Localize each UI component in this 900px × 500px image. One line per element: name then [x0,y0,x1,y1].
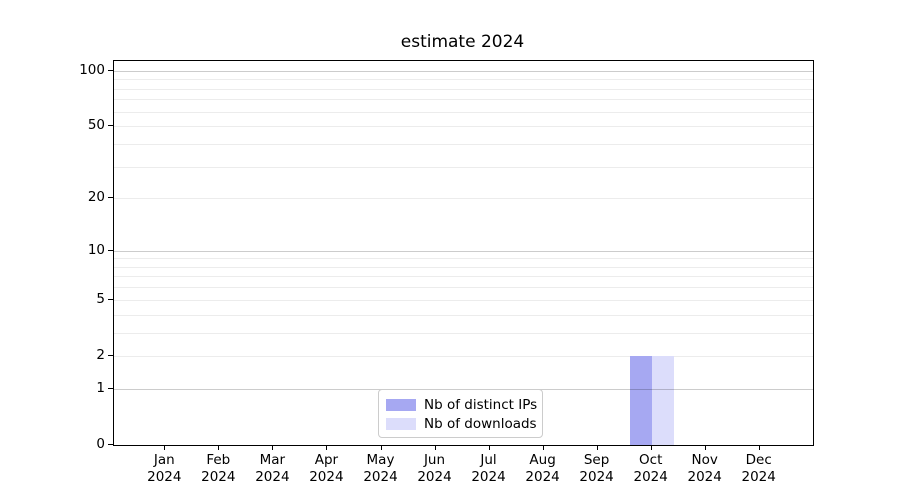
x-tick-month: Apr [314,452,339,468]
y-tick-mark-100 [108,69,113,71]
bar-nb-of-downloads-oct-2024 [651,355,674,445]
x-tick-year: 2024 [525,469,560,485]
y-tick-label-100: 100 [79,61,105,78]
minor-gridline-4 [114,314,813,316]
x-tick-month: May [366,452,395,468]
x-tick-label-jul-2024: Jul 2024 [457,452,521,486]
minor-gridline-9 [114,258,813,260]
y-tick-label-50: 50 [87,117,105,134]
legend-label-downloads: Nb of downloads [424,415,537,432]
minor-gridline-50 [114,126,813,128]
x-tick-month: Jul [480,452,497,468]
minor-gridline-2 [114,355,813,357]
y-tick-label-0: 0 [96,436,105,452]
legend-swatch-distinct-ips [386,398,416,411]
y-tick-mark-5 [108,298,113,300]
x-tick-label-apr-2024: Apr 2024 [294,452,358,486]
y-tick-mark-1 [108,387,113,389]
x-tick-label-oct-2024: Oct 2024 [619,452,683,486]
minor-gridline-6 [114,287,813,289]
x-tick-label-mar-2024: Mar 2024 [240,452,304,486]
x-tick-mark-aug-2024 [542,445,544,450]
x-tick-month: Nov [691,452,718,468]
y-tick-label-2: 2 [96,346,105,363]
minor-gridline-90 [114,79,813,81]
x-tick-year: 2024 [417,469,452,485]
x-tick-year: 2024 [633,469,668,485]
x-tick-month: Feb [206,452,231,468]
x-tick-year: 2024 [201,469,236,485]
x-tick-mark-apr-2024 [326,445,328,450]
minor-gridline-5 [114,299,813,301]
minor-gridline-80 [114,88,813,90]
minor-gridline-7 [114,276,813,278]
legend-item-downloads: Nb of downloads [379,414,542,433]
x-tick-label-aug-2024: Aug 2024 [511,452,575,486]
bar-nb-of-distinct-ips-oct-2024 [629,355,652,445]
y-tick-mark-20 [108,197,113,199]
x-tick-month: Dec [745,452,772,468]
x-tick-year: 2024 [147,469,182,485]
chart-title: estimate 2024 [400,32,525,52]
x-tick-year: 2024 [741,469,776,485]
x-tick-month: Oct [639,452,663,468]
x-tick-month: Aug [529,452,556,468]
minor-gridline-40 [114,143,813,145]
y-tick-label-1: 1 [96,379,105,396]
minor-gridline-70 [114,99,813,101]
x-tick-year: 2024 [687,469,722,485]
x-tick-year: 2024 [579,469,614,485]
x-tick-mark-jun-2024 [434,445,436,450]
x-tick-mark-jul-2024 [488,445,490,450]
x-tick-label-dec-2024: Dec 2024 [727,452,791,486]
minor-gridline-8 [114,266,813,268]
minor-gridline-20 [114,198,813,200]
major-gridline-10 [114,250,813,252]
y-tick-label-5: 5 [96,290,105,307]
y-tick-label-20: 20 [87,189,105,206]
x-tick-label-jan-2024: Jan 2024 [132,452,196,486]
legend-swatch-downloads [386,417,416,430]
major-gridline-100 [114,70,813,72]
x-tick-mark-mar-2024 [272,445,274,450]
x-tick-label-feb-2024: Feb 2024 [186,452,250,486]
y-tick-mark-50 [108,125,113,127]
x-tick-mark-sep-2024 [596,445,598,450]
x-tick-year: 2024 [255,469,290,485]
x-tick-month: Jun [423,452,446,468]
x-tick-mark-nov-2024 [704,445,706,450]
x-tick-label-nov-2024: Nov 2024 [673,452,737,486]
x-tick-mark-dec-2024 [758,445,760,450]
x-tick-year: 2024 [471,469,506,485]
x-tick-year: 2024 [363,469,398,485]
minor-gridline-3 [114,332,813,334]
x-tick-month: Mar [259,452,286,468]
minor-gridline-30 [114,166,813,168]
legend: Nb of distinct IPs Nb of downloads [378,389,543,438]
x-tick-month: Jan [153,452,175,468]
x-tick-mark-oct-2024 [650,445,652,450]
y-tick-label-10: 10 [87,241,105,258]
minor-gridline-60 [114,111,813,113]
x-tick-label-may-2024: May 2024 [349,452,413,486]
x-tick-label-sep-2024: Sep 2024 [565,452,629,486]
x-tick-mark-feb-2024 [218,445,220,450]
legend-item-distinct-ips: Nb of distinct IPs [379,395,542,414]
plot-area [113,60,814,446]
x-tick-mark-jan-2024 [164,445,166,450]
x-tick-month: Sep [583,452,610,468]
y-tick-mark-0 [108,444,113,445]
y-tick-mark-2 [108,354,113,356]
x-tick-year: 2024 [309,469,344,485]
y-tick-mark-10 [108,249,113,251]
x-tick-mark-may-2024 [380,445,382,450]
legend-label-distinct-ips: Nb of distinct IPs [424,396,538,413]
x-tick-label-jun-2024: Jun 2024 [403,452,467,486]
